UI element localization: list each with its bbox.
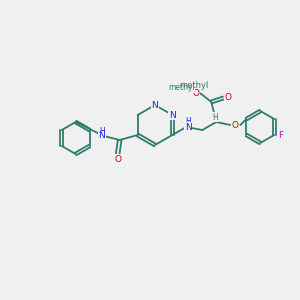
Text: F: F	[279, 130, 284, 140]
Text: O: O	[232, 121, 239, 130]
Text: N: N	[98, 131, 105, 140]
Text: N: N	[185, 122, 192, 131]
Text: N: N	[169, 110, 176, 119]
Text: methyl: methyl	[168, 83, 195, 92]
Text: H: H	[212, 112, 218, 122]
Text: H: H	[185, 116, 191, 125]
Text: O: O	[225, 92, 232, 101]
Text: O: O	[114, 154, 121, 164]
Text: H: H	[99, 127, 105, 136]
Text: N: N	[152, 100, 158, 109]
Text: O: O	[193, 88, 200, 98]
Text: methyl: methyl	[179, 81, 209, 90]
